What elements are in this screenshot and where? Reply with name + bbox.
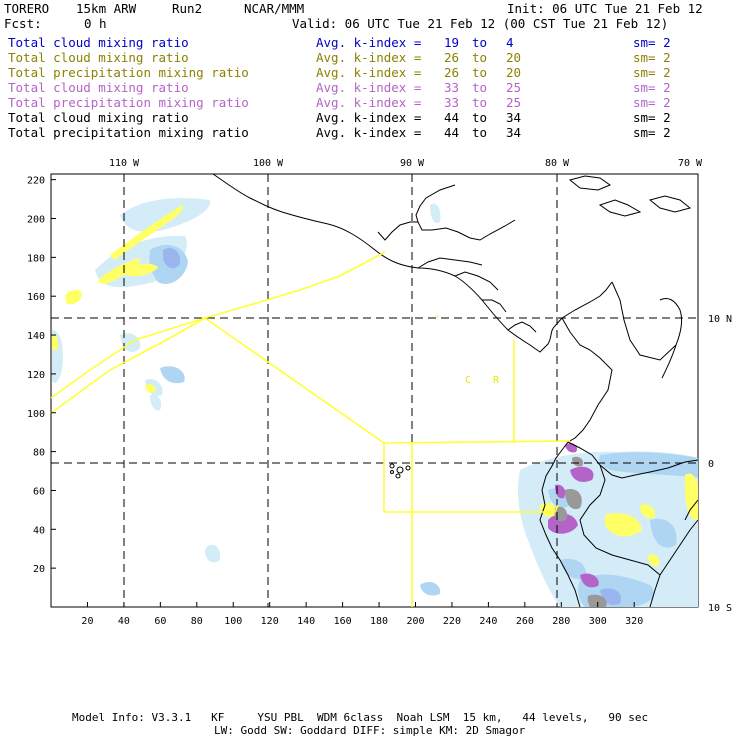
legend-field: Total precipitation mixing ratio [8,95,249,110]
init-time: Init: 06 UTC Tue 21 Feb 12 [507,1,703,16]
legend-index: Avg. k-index = [316,50,422,65]
legend-from: 19 [444,35,460,50]
latitude-labels: 10 N 0 10 S [708,314,732,614]
longitude-label: 110 W [109,158,140,169]
longitude-labels: 110 W 100 W 90 W 80 W 70 W [109,158,703,169]
y-tick-label: 80 [33,448,45,459]
longitude-label: 70 W [678,158,703,169]
legend-sm: sm= 2 [633,95,671,110]
latitude-label: 0 [708,459,714,470]
forecast-hour: 0 h [84,16,107,31]
legend-to-word: to [472,110,488,125]
x-tick-label: 300 [589,616,607,627]
y-tick-label: 180 [27,253,45,264]
x-tick-label: 280 [552,616,570,627]
legend-from: 44 [444,110,460,125]
legend-to: 34 [506,110,522,125]
x-tick-label: 120 [261,616,279,627]
region-label-r: R [493,375,500,386]
x-tick-label: 20 [81,616,93,627]
x-tick-label: 180 [370,616,388,627]
legend-field: Total precipitation mixing ratio [8,65,249,80]
precipitation-mixing-ratio-shading [52,205,698,607]
legend-from: 26 [444,65,460,80]
y-tick-label: 20 [33,564,45,575]
legend-index: Avg. k-index = [316,95,422,110]
legend-field: Total cloud mixing ratio [8,110,189,125]
legend-to: 34 [506,125,522,140]
legend-field: Total cloud mixing ratio [8,80,189,95]
longitude-label: 80 W [545,158,570,169]
y-tick-label: 200 [27,215,45,226]
y-tick-label: 220 [27,176,45,187]
legend-to-word: to [472,65,488,80]
valid-time: Valid: 06 UTC Tue 21 Feb 12 (00 CST Tue … [292,16,669,31]
longitude-label: 90 W [400,158,425,169]
legend-to: 25 [506,80,522,95]
x-tick-label: 160 [334,616,352,627]
legend-to: 20 [506,50,522,65]
legend-to-word: to [472,35,488,50]
legend-to-word: to [472,95,488,110]
domain-boundaries [50,251,571,607]
x-tick-label: 60 [154,616,166,627]
x-tick-label: 220 [443,616,461,627]
legend-from: 33 [444,80,460,95]
org-label: NCAR/MMM [244,1,305,16]
legend-to-word: to [472,50,488,65]
x-tick-label: 260 [516,616,534,627]
legend-to: 25 [506,95,522,110]
y-tick-label: 140 [27,331,45,342]
legend-index: Avg. k-index = [316,35,422,50]
model-name: TORERO [4,1,50,16]
latitude-label: 10 S [708,603,732,614]
legend-index: Avg. k-index = [316,80,422,95]
x-tick-label: 140 [297,616,315,627]
y-tick-label: 160 [27,292,45,303]
x-tick-label: 40 [118,616,130,627]
lat-lon-grid [51,174,698,607]
y-axis-ticks: 20 40 60 80 100 120 140 160 180 200 220 [27,176,56,575]
legend-to: 20 [506,65,522,80]
legend-index: Avg. k-index = [316,65,422,80]
legend-from: 44 [444,125,460,140]
y-tick-label: 120 [27,370,45,381]
x-tick-label: 80 [191,616,203,627]
latitude-label: 10 N [708,314,732,325]
legend-to-word: to [472,125,488,140]
legend-field: Total precipitation mixing ratio [8,125,249,140]
y-tick-label: 100 [27,409,45,420]
model-info-line2: LW: Godd SW: Goddard DIFF: simple KM: 2D… [214,724,526,737]
y-tick-label: 60 [33,486,45,497]
legend-sm: sm= 2 [633,110,671,125]
legend-field: Total cloud mixing ratio [8,35,189,50]
region-label-c: C [465,375,471,386]
legend-from: 33 [444,95,460,110]
legend-sm: sm= 2 [633,65,671,80]
legend-sm: sm= 2 [633,80,671,95]
legend-sm: sm= 2 [633,125,671,140]
model-info-line1: Model Info: V3.3.1 KF YSU PBL WDM 6class… [72,711,649,724]
x-tick-label: 200 [406,616,424,627]
forecast-map: C R ' 20 40 60 80 100 120 140 160 180 200 220 240 26… [27,158,732,627]
legend-index: Avg. k-index = [316,110,422,125]
legend-index: Avg. k-index = [316,125,422,140]
region-tick-mark: ' [434,314,440,325]
legend-field: Total cloud mixing ratio [8,50,189,65]
coastlines [212,173,699,608]
run-label: Run2 [172,1,203,16]
x-tick-label: 320 [625,616,643,627]
legend-sm: sm= 2 [633,35,671,50]
model-resolution: 15km ARW [76,1,137,16]
longitude-label: 100 W [253,158,284,169]
legend-to: 4 [506,35,514,50]
forecast-label: Fcst: [4,16,42,31]
legend-sm: sm= 2 [633,50,671,65]
x-tick-label: 100 [224,616,242,627]
x-tick-label: 240 [479,616,497,627]
legend-from: 26 [444,50,460,65]
x-axis-ticks: 20 40 60 80 100 120 140 160 180 200 220 240 260 280 30… [81,602,643,627]
y-tick-label: 40 [33,525,45,536]
legend-to-word: to [472,80,488,95]
